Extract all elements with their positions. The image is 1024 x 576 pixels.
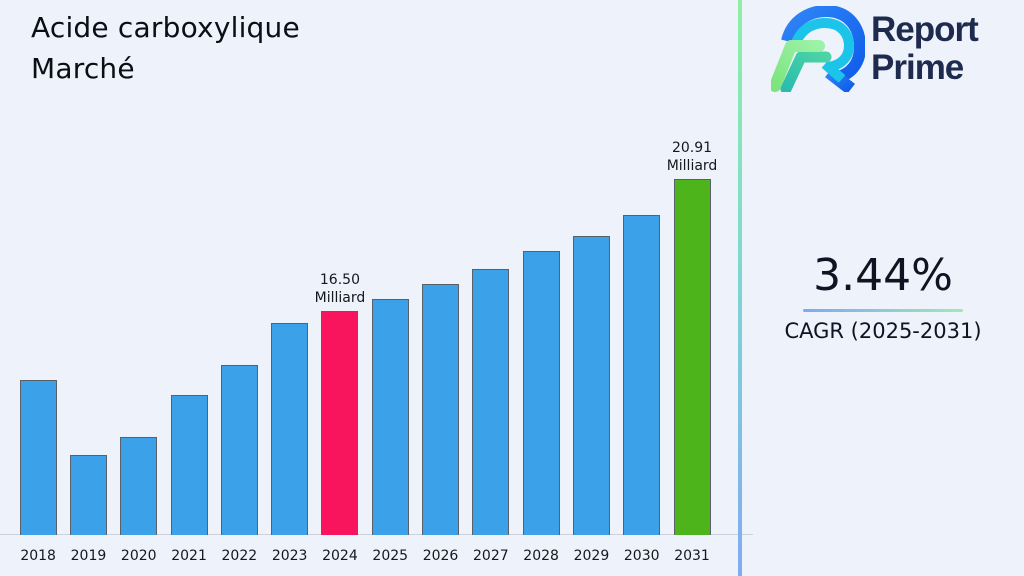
- cagr-underline: [803, 309, 963, 312]
- x-axis-label-2030: 2030: [623, 547, 660, 564]
- x-axis-label-2022: 2022: [221, 547, 258, 564]
- bar-2022: [220, 365, 258, 535]
- x-axis-label-2025: 2025: [372, 547, 409, 564]
- x-axis-label-2023: 2023: [271, 547, 308, 564]
- bar-2021: [170, 395, 208, 535]
- brand-name-line2: Prime: [871, 48, 964, 87]
- x-axis-label-2020: 2020: [120, 547, 157, 564]
- bar-value-label-2031: 20.91 Milliard: [666, 140, 718, 174]
- bar-group-2028: 2028: [516, 0, 566, 576]
- bar-value-label-2024: 16.50 Milliard: [314, 272, 366, 306]
- bar-2029: [572, 236, 610, 535]
- cagr-value: 3.44%: [813, 250, 953, 301]
- bar-2026: [422, 284, 460, 535]
- bar-2025: [371, 299, 409, 535]
- x-axis-label-2028: 2028: [523, 547, 559, 564]
- x-axis-label-2027: 2027: [473, 547, 509, 564]
- bar-chart: 2018 2019 2020 2021 2022 2023 16.50 Milliard 202…: [0, 0, 753, 576]
- bar-group-2031: 20.91 Milliard 2031: [666, 0, 718, 576]
- bar-2027: [472, 269, 510, 535]
- bar-group-2019: 2019: [63, 0, 113, 576]
- x-axis-label-2021: 2021: [171, 547, 207, 564]
- bar-group-2023: 2023: [264, 0, 314, 576]
- bar-2024: [321, 311, 359, 535]
- bar-2030: [623, 215, 661, 535]
- bar-group-2026: 2026: [415, 0, 465, 576]
- bar-group-2024: 16.50 Milliard 2024: [314, 0, 366, 576]
- x-axis-label-2031: 2031: [674, 547, 710, 564]
- brand-name: Report Prime: [871, 10, 979, 87]
- bar-2020: [120, 437, 158, 535]
- bar-2028: [522, 251, 560, 535]
- bar-group-2025: 2025: [365, 0, 415, 576]
- cagr-block: 3.44% CAGR (2025-2031): [742, 250, 1024, 343]
- bar-2023: [271, 323, 309, 535]
- bar-2018: [19, 380, 57, 535]
- page-title-line2: Marché: [31, 52, 135, 85]
- x-axis-label-2029: 2029: [573, 547, 610, 564]
- brand-name-line1: Report: [871, 10, 979, 49]
- bar-group-2021: 2021: [164, 0, 214, 576]
- bar-group-2029: 2029: [566, 0, 616, 576]
- cagr-label: CAGR (2025-2031): [784, 319, 982, 343]
- bar-2031: [673, 179, 711, 535]
- bar-group-2018: 2018: [13, 0, 63, 576]
- bar-group-2027: 2027: [466, 0, 516, 576]
- bar-2019: [69, 455, 107, 535]
- bar-group-2030: 2030: [617, 0, 667, 576]
- brand-header: Report Prime: [742, 0, 1024, 110]
- bar-group-2022: 2022: [214, 0, 264, 576]
- x-axis-label-2024: 2024: [322, 547, 358, 564]
- page-title: Acide carboxylique Marché: [31, 7, 300, 89]
- x-axis-label-2018: 2018: [20, 547, 56, 564]
- bar-group-2020: 2020: [114, 0, 164, 576]
- vertical-divider: [738, 0, 742, 576]
- x-axis-label-2019: 2019: [70, 547, 107, 564]
- x-axis-label-2026: 2026: [422, 547, 459, 564]
- page-title-line1: Acide carboxylique: [31, 11, 300, 44]
- report-prime-logo-icon: [771, 6, 865, 92]
